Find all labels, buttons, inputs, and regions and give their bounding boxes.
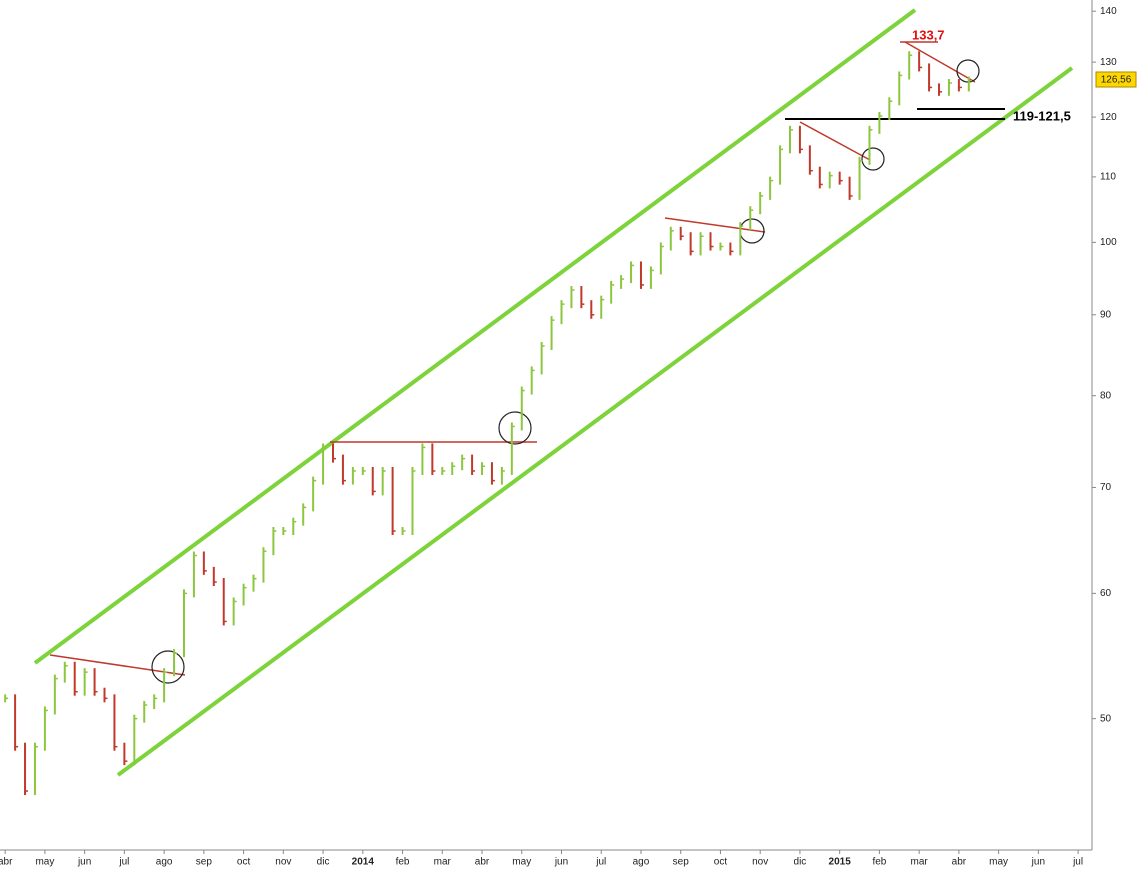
x-tick-label: nov — [275, 857, 291, 868]
channel-upper — [33, 8, 917, 665]
y-tick-label: 140 — [1100, 6, 1117, 17]
y-tick-label: 90 — [1100, 309, 1112, 320]
x-tick-label: 2014 — [352, 857, 375, 868]
x-tick-label: dic — [794, 857, 807, 868]
last-price-label: 126,56 — [1101, 75, 1132, 86]
high-label: 133,7 — [912, 27, 945, 42]
x-tick-label: jul — [1072, 857, 1083, 868]
x-tick-label: sep — [673, 857, 690, 868]
y-tick-label: 70 — [1100, 482, 1112, 493]
trend-line — [904, 41, 976, 83]
channel — [33, 8, 1074, 777]
x-tick-label: oct — [237, 857, 251, 868]
trend-line — [49, 654, 186, 676]
x-tick-label: ago — [156, 857, 173, 868]
x-tick-label: mar — [434, 857, 452, 868]
x-tick-label: may — [35, 857, 54, 868]
trend-line — [799, 121, 871, 161]
y-tick-label: 120 — [1100, 112, 1117, 123]
x-tick-label: jul — [595, 857, 606, 868]
support-label: 119-121,5 — [1013, 108, 1071, 123]
y-tick-label: 110 — [1100, 172, 1116, 183]
x-tick-label: abr — [0, 857, 13, 868]
support-lines — [785, 108, 1005, 120]
x-tick-label: jul — [118, 857, 129, 868]
y-tick-label: 50 — [1100, 713, 1112, 724]
x-tick-label: may — [512, 857, 531, 868]
x-tick-label: nov — [752, 857, 768, 868]
x-tick-label: 2015 — [829, 857, 852, 868]
x-tick-label: sep — [196, 857, 213, 868]
x-tick-label: feb — [872, 857, 886, 868]
y-tick-label: 60 — [1100, 588, 1112, 599]
x-tick-label: jun — [77, 857, 91, 868]
y-tick-label: 80 — [1100, 390, 1112, 401]
x-tick-label: oct — [714, 857, 728, 868]
trend-line — [664, 217, 766, 233]
trend-lines — [49, 41, 976, 676]
x-tick-label: may — [989, 857, 1008, 868]
x-tick-label: dic — [317, 857, 330, 868]
x-tick-label: feb — [396, 857, 410, 868]
signal-circle — [151, 650, 185, 684]
x-tick-label: abr — [475, 857, 490, 868]
x-tick-label: ago — [633, 857, 650, 868]
x-tick-label: jun — [554, 857, 568, 868]
x-tick-label: abr — [952, 857, 967, 868]
x-tick-label: jun — [1031, 857, 1045, 868]
x-tick-label: mar — [911, 857, 929, 868]
y-tick-label: 130 — [1100, 57, 1117, 68]
signal-circle — [861, 147, 885, 171]
signal-circle — [498, 411, 532, 445]
channel-lower — [116, 66, 1074, 777]
last-price-tag — [1095, 71, 1137, 88]
y-tick-label: 100 — [1100, 237, 1117, 248]
